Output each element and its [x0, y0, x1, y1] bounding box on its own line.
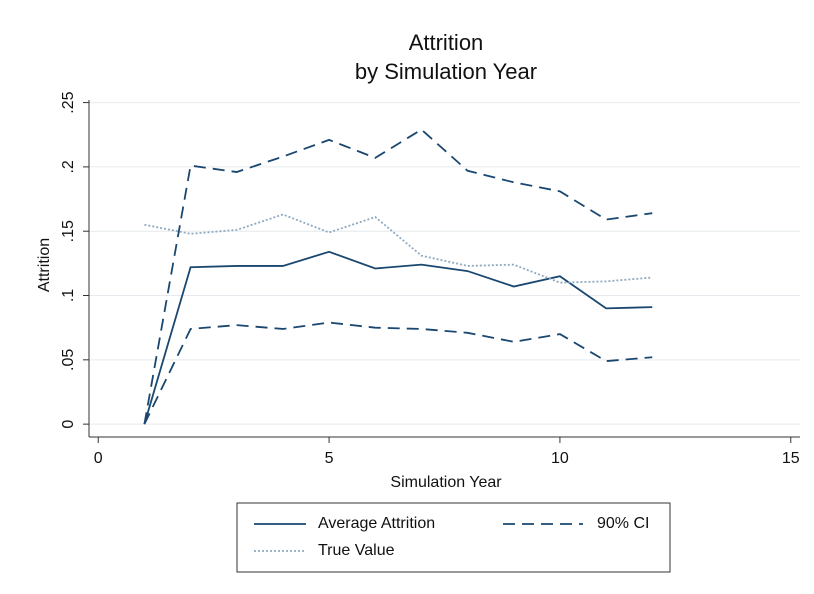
y-tick-label: .25 [60, 91, 77, 113]
legend-box [236, 502, 671, 573]
series-line [144, 213, 653, 284]
x-tick-label: 5 [325, 450, 334, 467]
y-tick-label: 0 [60, 420, 77, 429]
y-axis-title: Attrition [36, 238, 53, 292]
y-tick-label: .1 [60, 289, 77, 302]
legend-label: 90% CI [597, 515, 649, 532]
x-tick-label: 0 [94, 450, 103, 467]
legend-label: True Value [318, 542, 395, 559]
chart-subtitle: by Simulation Year [355, 59, 537, 84]
series-line [143, 250, 653, 425]
series-line [143, 321, 653, 425]
legend-label: Average Attrition [318, 515, 435, 532]
y-tick-label: .15 [60, 220, 77, 242]
chart-title: Attrition [409, 30, 484, 55]
y-tick-label: .05 [60, 349, 77, 371]
x-tick-label: 15 [782, 450, 800, 467]
y-tick-label: .2 [60, 160, 77, 173]
x-tick-label: 10 [551, 450, 569, 467]
x-axis-title: Simulation Year [390, 474, 502, 491]
series-line [143, 128, 653, 425]
